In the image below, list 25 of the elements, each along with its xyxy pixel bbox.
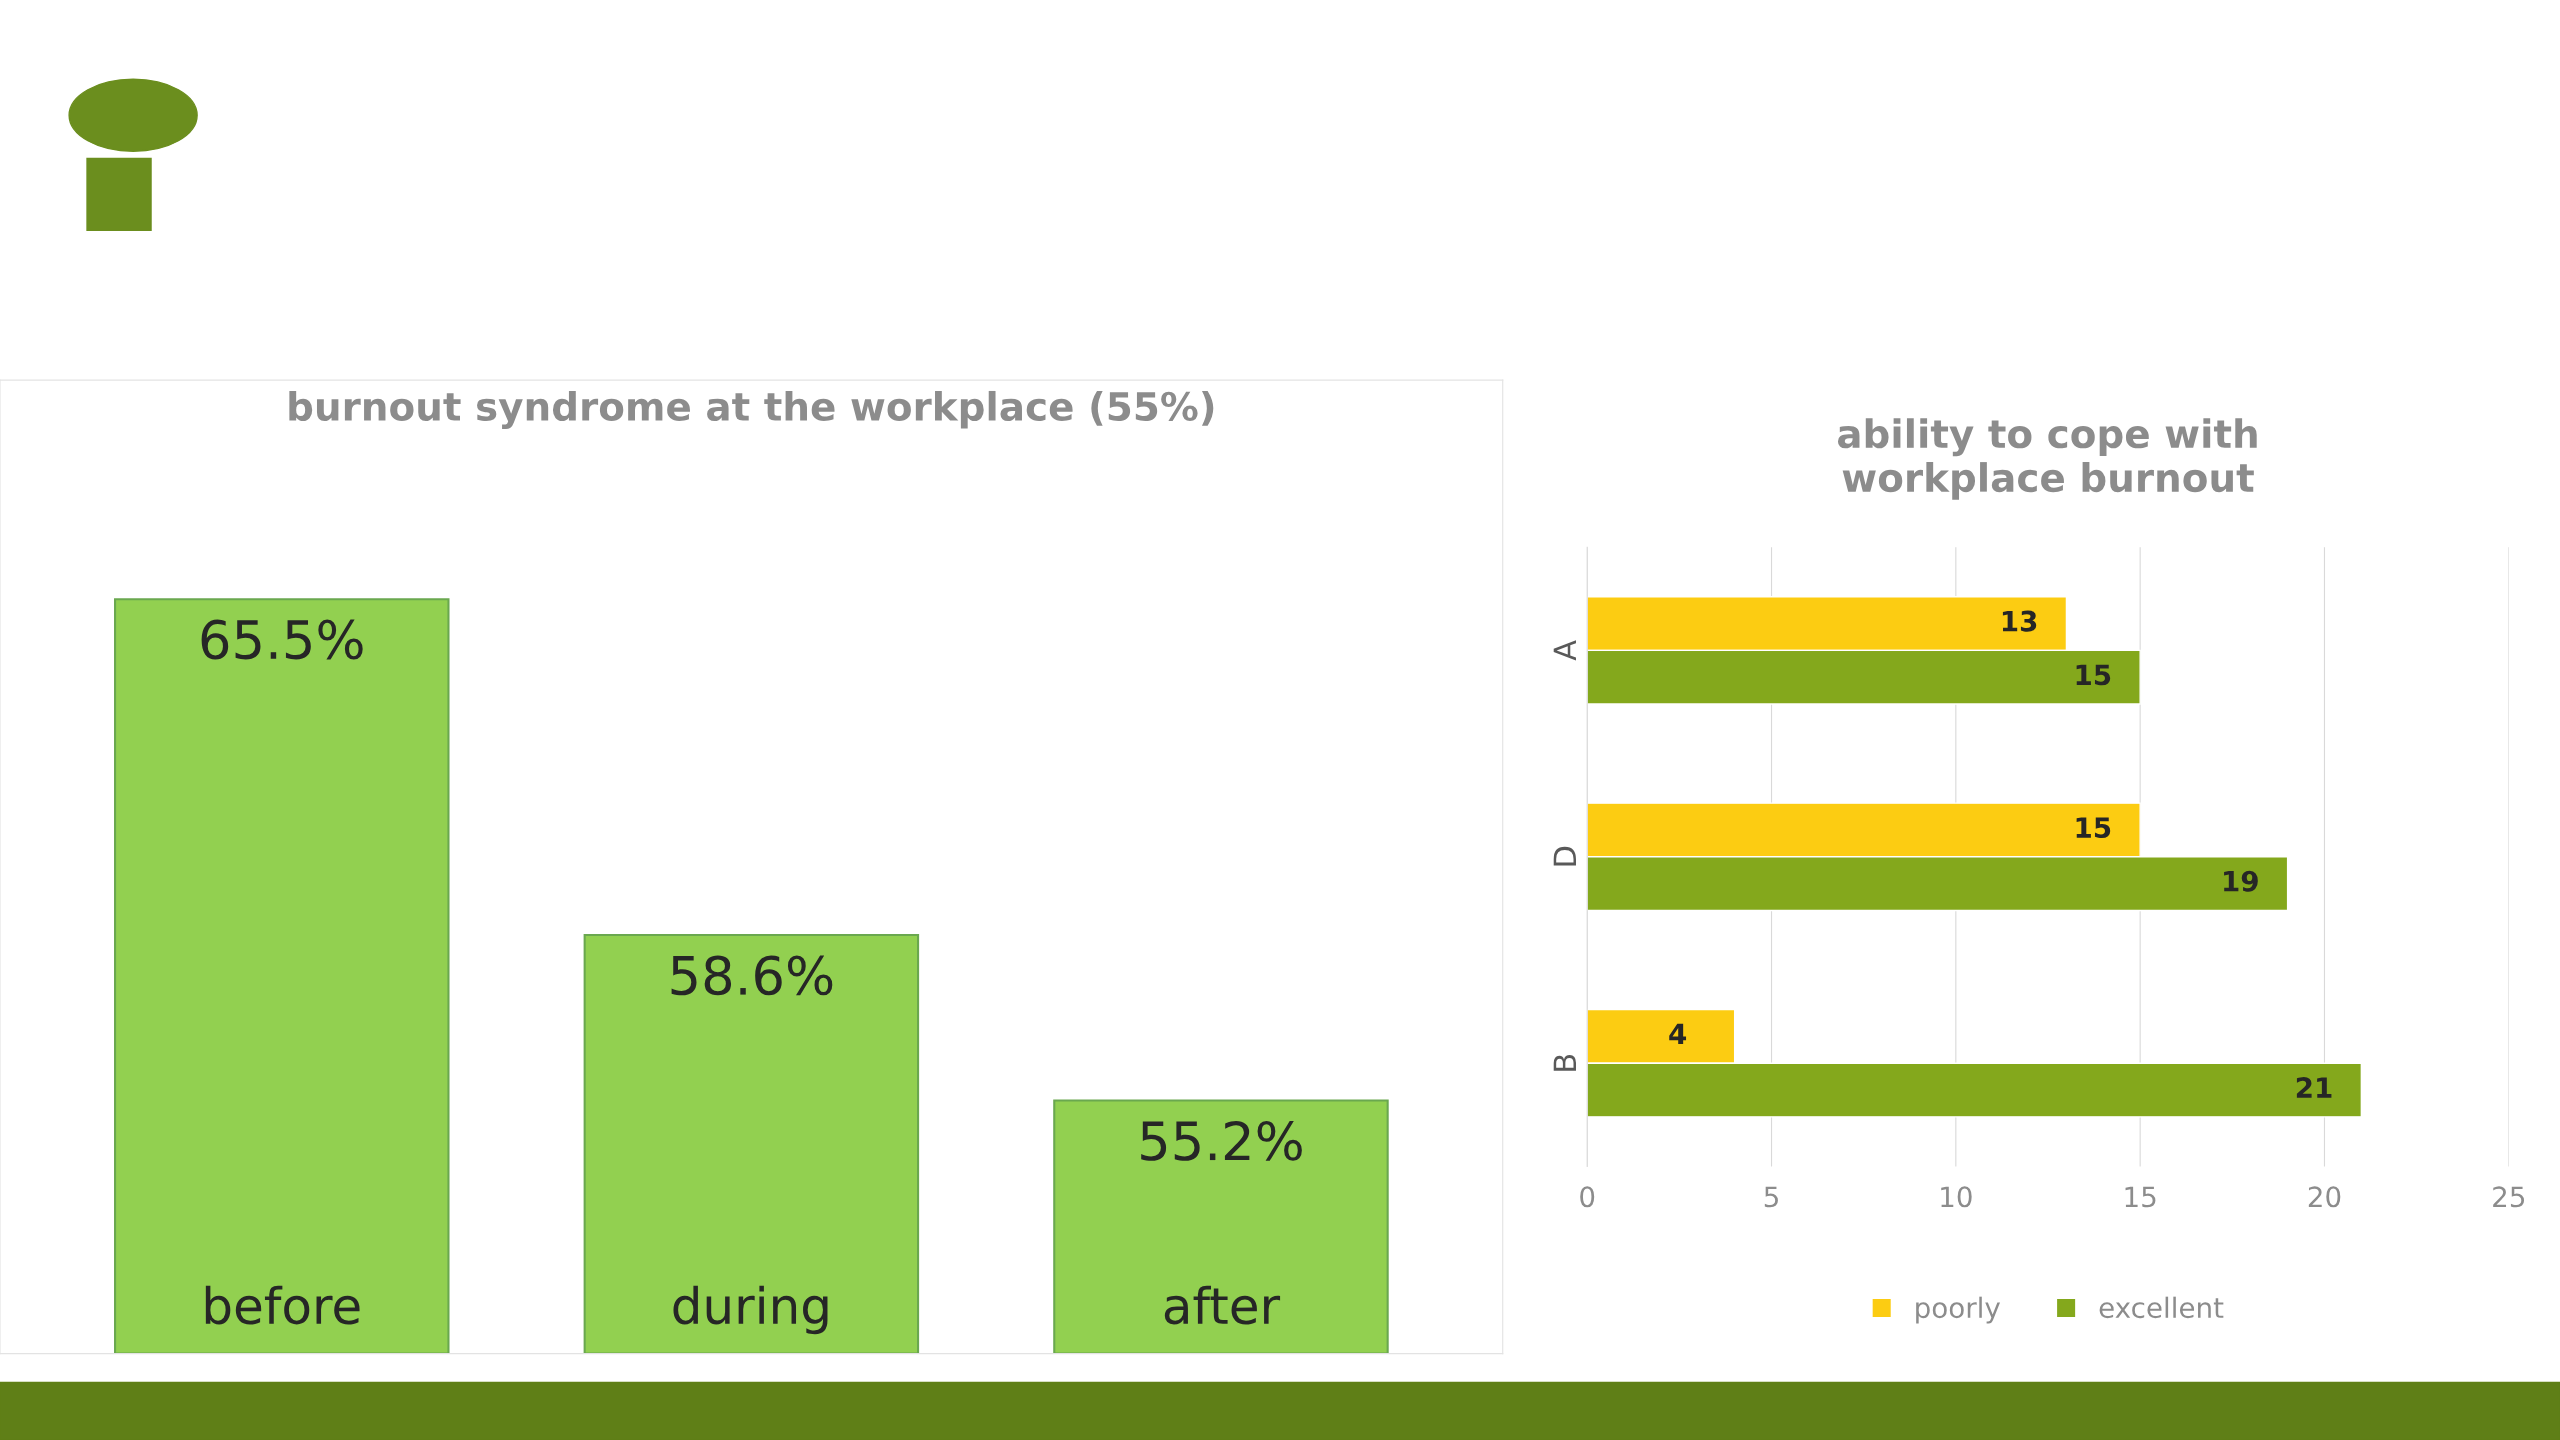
- x-tick-label: 15: [2125, 1186, 2156, 1208]
- y-tick-label: B: [1553, 1054, 1576, 1071]
- x-tick-label: 10: [1941, 1186, 1972, 1208]
- x-tick-label: 20: [2308, 1186, 2341, 1208]
- data-label: 15: [2076, 817, 2111, 839]
- y-tick-label: A: [1553, 640, 1576, 661]
- category-label: during: [673, 1285, 828, 1335]
- data-label: 58.6%: [671, 955, 833, 996]
- data-label: 4: [1669, 1023, 1687, 1045]
- chart-title: burnout syndrome at the workplace (55%): [289, 390, 1214, 429]
- category-label: after: [1164, 1285, 1281, 1325]
- data-label: 15: [2076, 664, 2111, 686]
- legend-label: poorly: [1916, 1296, 2001, 1324]
- chart-title: ability to cope with workplace burnout: [1837, 418, 2257, 500]
- x-tick-label: 25: [2493, 1186, 2525, 1208]
- x-tick-label: 5: [1764, 1186, 1778, 1208]
- legend-label: excellent: [2099, 1296, 2224, 1319]
- category-label: before: [205, 1285, 360, 1325]
- data-label: 19: [2224, 870, 2258, 892]
- data-label: 21: [2296, 1077, 2332, 1098]
- data-label: 65.5%: [201, 619, 363, 660]
- x-tick-label: 0: [1580, 1186, 1595, 1208]
- y-tick-label: D: [1553, 846, 1576, 866]
- data-label: 55.2%: [1141, 1120, 1302, 1161]
- data-label: 13: [2002, 610, 2037, 632]
